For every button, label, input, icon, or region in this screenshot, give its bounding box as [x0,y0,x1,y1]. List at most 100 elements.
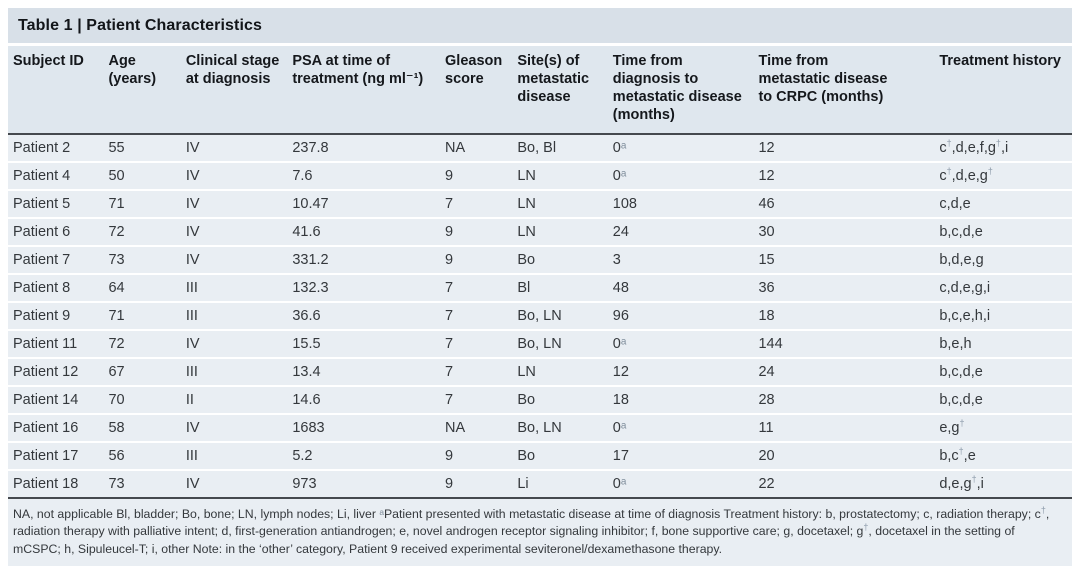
table-cell: IV [185,329,293,359]
table-cell: Bo, LN [517,301,613,331]
table-cell: 15 [758,245,940,275]
table-cell: 22 [758,469,940,499]
table-cell: LN [517,217,613,247]
table-cell: Patient 9 [8,301,109,331]
table-cell: Bo, Bl [517,133,613,163]
table-cell: LN [517,189,613,219]
column-header-subject-id: Subject ID [8,46,109,135]
column-header-sites: Site(s) of metastatic disease [517,46,613,135]
table-cell: Patient 18 [8,469,109,499]
table-cell: Patient 4 [8,161,109,191]
table-cell: 7 [445,189,518,219]
table-cell: 7 [445,301,518,331]
table-cell: c†,d,e,g† [939,161,1072,191]
table-cell: 237.8 [292,133,446,163]
table-cell: 96 [612,301,759,331]
patient-characteristics-table: Subject ID Age (years) Clinical stage at… [8,46,1072,499]
table-cell: Bo, LN [517,329,613,359]
table-cell: Patient 16 [8,413,109,443]
table-cell: 41.6 [292,217,446,247]
table-cell: 50 [108,161,186,191]
table-cell: NA [445,133,518,163]
table-cell: 108 [612,189,759,219]
table-cell: 7.6 [292,161,446,191]
table-cell: 5.2 [292,441,446,471]
table-cell: 7 [445,357,518,387]
table-cell: c,d,e,g,i [939,273,1072,303]
column-header-time-to-crpc: Time from metastatic disease to CRPC (mo… [758,46,940,135]
table-cell: b,c,d,e [939,385,1072,415]
table-cell: b,e,h [939,329,1072,359]
table-cell: 11 [758,413,940,443]
table-cell: Patient 8 [8,273,109,303]
table-cell: Patient 17 [8,441,109,471]
table-cell: 0ᵃ [612,329,759,359]
table-cell: 71 [108,301,186,331]
table-cell: 1683 [292,413,446,443]
table-row: Patient 8 64 III 132.3 7 Bl 48 36 c,d,e,… [8,273,1072,303]
table-cell: c†,d,e,f,g†,i [939,133,1072,163]
table-cell: 70 [108,385,186,415]
table-cell: LN [517,357,613,387]
column-header-treatment-history: Treatment history [939,46,1072,135]
table-cell: 331.2 [292,245,446,275]
table-cell: 0ᵃ [612,413,759,443]
table-cell: 9 [445,245,518,275]
table-cell: 9 [445,161,518,191]
table-cell: Bl [517,273,613,303]
table-cell: b,c,d,e [939,357,1072,387]
table-row: Patient 17 56 III 5.2 9 Bo 17 20 b,c†,e [8,441,1072,471]
table-cell: NA [445,413,518,443]
table-cell: 12 [612,357,759,387]
table-cell: 132.3 [292,273,446,303]
table-cell: 15.5 [292,329,446,359]
table-cell: 71 [108,189,186,219]
column-header-clinical-stage: Clinical stage at diagnosis [185,46,293,135]
table-cell: 64 [108,273,186,303]
table-cell: 7 [445,385,518,415]
table-cell: 72 [108,217,186,247]
table-cell: 3 [612,245,759,275]
table-cell: 46 [758,189,940,219]
table-cell: 17 [612,441,759,471]
table-cell: Bo [517,245,613,275]
table-cell: 144 [758,329,940,359]
table-cell: 55 [108,133,186,163]
table-cell: 973 [292,469,446,499]
table-cell: 36 [758,273,940,303]
table-title: Table 1 | Patient Characteristics [8,8,1072,46]
table-cell: 58 [108,413,186,443]
table-cell: 13.4 [292,357,446,387]
table-cell: Patient 2 [8,133,109,163]
table-cell: IV [185,133,293,163]
table-row: Patient 14 70 II 14.6 7 Bo 18 28 b,c,d,e [8,385,1072,415]
table-cell: 30 [758,217,940,247]
table-cell: Patient 5 [8,189,109,219]
table-cell: 7 [445,273,518,303]
table-cell: Li [517,469,613,499]
table-cell: IV [185,217,293,247]
patient-characteristics-table-card: Table 1 | Patient Characteristics Subjec… [8,8,1072,566]
table-cell: b,d,e,g [939,245,1072,275]
table-cell: 67 [108,357,186,387]
table-cell: LN [517,161,613,191]
table-cell: 9 [445,217,518,247]
table-cell: Bo [517,441,613,471]
column-header-age: Age (years) [108,46,186,135]
table-cell: Patient 12 [8,357,109,387]
table-cell: 28 [758,385,940,415]
table-row: Patient 16 58 IV 1683 NA Bo, LN 0ᵃ 11 e,… [8,413,1072,443]
table-cell: 73 [108,245,186,275]
column-header-psa: PSA at time of treatment (ng ml⁻¹) [292,46,446,135]
table-cell: 14.6 [292,385,446,415]
table-cell: d,e,g†,i [939,469,1072,499]
table-row: Patient 6 72 IV 41.6 9 LN 24 30 b,c,d,e [8,217,1072,247]
table-cell: 0ᵃ [612,133,759,163]
table-cell: 18 [612,385,759,415]
table-row: Patient 18 73 IV 973 9 Li 0ᵃ 22 d,e,g†,i [8,469,1072,499]
table-cell: III [185,357,293,387]
table-cell: 72 [108,329,186,359]
table-cell: b,c,d,e [939,217,1072,247]
table-cell: b,c†,e [939,441,1072,471]
table-header-row: Subject ID Age (years) Clinical stage at… [8,46,1072,135]
